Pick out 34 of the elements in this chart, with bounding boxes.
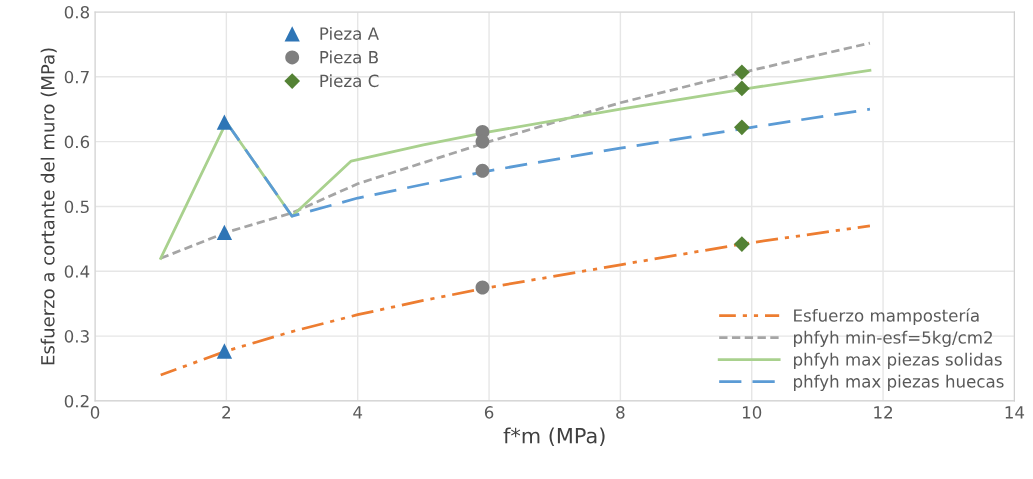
x-axis-title: f*m (MPa) <box>503 427 605 447</box>
legend-label: Pieza B <box>320 50 378 64</box>
y-axis-title: Esfuerzo a cortante del muro (MPa) <box>40 48 57 365</box>
y-tick-label: 0.3 <box>64 330 89 343</box>
point <box>734 236 750 252</box>
x-tick-label: 8 <box>616 406 625 419</box>
point <box>734 64 750 81</box>
point <box>216 114 233 130</box>
point <box>734 119 750 136</box>
point <box>216 224 233 241</box>
y-tick-label: 0.4 <box>64 265 90 278</box>
y-tick-label: 0.7 <box>64 70 89 84</box>
legend-label: phfyh min-esf=5kg/cm2 <box>794 330 992 347</box>
legend-label: phfyh max piezas huecas <box>794 374 1004 391</box>
x-tick-label: 6 <box>484 406 494 419</box>
point <box>475 134 490 149</box>
x-tick-label: 4 <box>353 406 363 419</box>
legend-label: Pieza A <box>320 26 379 40</box>
point <box>216 343 233 359</box>
y-tick-label: 0.2 <box>64 394 89 408</box>
x-tick-label: 2 <box>222 406 231 419</box>
x-tick-label: 10 <box>742 406 762 419</box>
x-tick-label: 14 <box>1005 406 1025 419</box>
legend-label: phfyh max piezas solidas <box>794 352 1002 369</box>
point <box>475 163 490 178</box>
x-tick-label: 12 <box>874 406 892 419</box>
y-tick-label: 0.8 <box>64 5 90 19</box>
x-tick-label: 0 <box>90 406 100 419</box>
legend-label: Esfuerzo mampostería <box>794 308 979 326</box>
legend-label: Pieza C <box>320 74 379 88</box>
point <box>475 280 490 295</box>
y-tick-label: 0.6 <box>64 135 90 149</box>
y-tick-label: 0.5 <box>64 200 89 214</box>
point <box>734 80 750 97</box>
